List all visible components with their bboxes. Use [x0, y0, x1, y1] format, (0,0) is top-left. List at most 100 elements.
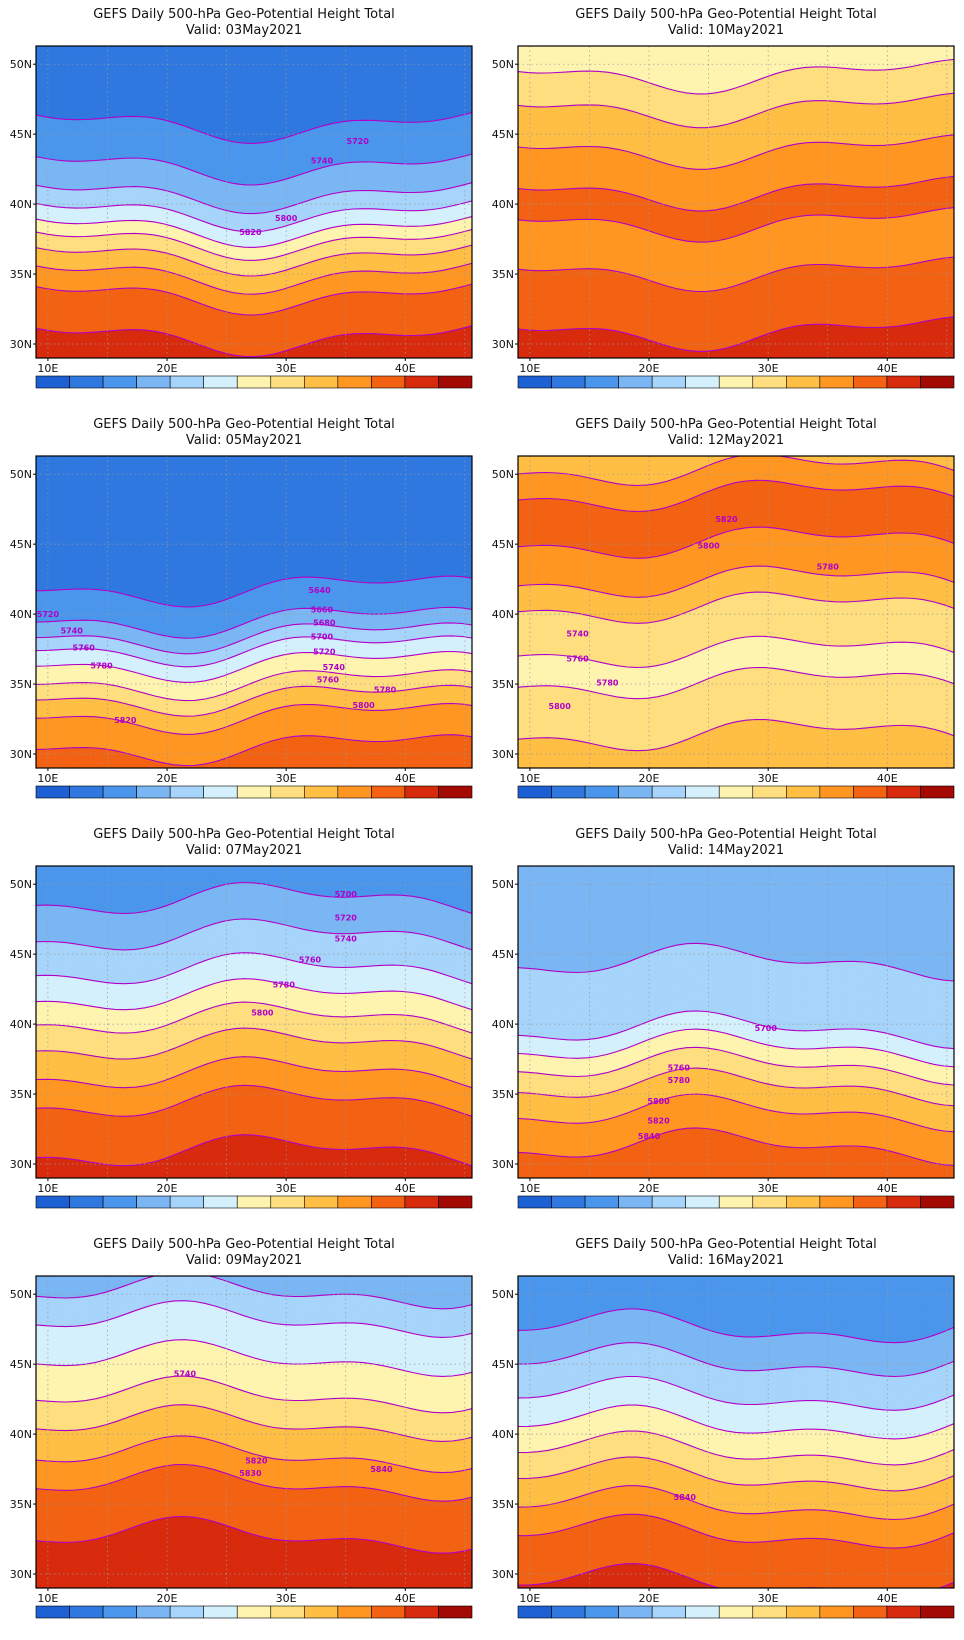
colorbar-swatch — [886, 785, 921, 799]
lat-tick-label: 45N — [10, 948, 32, 961]
height-band — [518, 1276, 954, 1299]
lat-tick-label: 50N — [10, 1288, 32, 1301]
contour-line — [36, 978, 472, 1011]
lat-tick-label: 45N — [10, 538, 32, 551]
contour-line — [518, 565, 954, 598]
contour-label: 5740 — [335, 935, 358, 944]
colorbar-swatch — [35, 1195, 70, 1209]
contour-label: 5820 — [647, 1116, 670, 1125]
contour-line — [36, 952, 472, 985]
panel-valid-date: Valid: 14May2021 — [668, 843, 784, 858]
colorbar-swatch — [517, 785, 552, 799]
colorbar-swatch — [69, 785, 104, 799]
colorbar-swatch — [819, 375, 854, 389]
panel-title: GEFS Daily 500-hPa Geo-Potential Height … — [575, 1237, 877, 1252]
height-band — [518, 1276, 954, 1307]
contour-line — [518, 1342, 954, 1378]
colorbar-swatch — [404, 785, 439, 799]
contour-label: 5700 — [755, 1024, 778, 1033]
contour-line — [518, 207, 954, 243]
lon-tick-label: 20E — [639, 1182, 660, 1195]
colorbar-swatch — [517, 1195, 552, 1209]
height-band — [36, 1276, 472, 1297]
contour-label: 5760 — [299, 956, 322, 965]
map-field: 5840 — [518, 1276, 954, 1588]
colorbar-swatch — [853, 1195, 888, 1209]
height-band — [36, 749, 472, 768]
contour-line — [36, 702, 472, 735]
contour-label: 5720 — [335, 914, 358, 923]
colorbar-swatch — [651, 1605, 686, 1619]
colorbar-swatch — [584, 785, 619, 799]
lat-tick-label: 45N — [492, 1358, 514, 1371]
contour-line — [36, 1300, 472, 1338]
lat-tick-label: 30N — [10, 1568, 32, 1581]
map-svg: GEFS Daily 500-hPa Geo-Potential Height … — [10, 417, 473, 799]
map-frame — [517, 45, 955, 359]
lat-tick-label: 45N — [492, 128, 514, 141]
map-svg: GEFS Daily 500-hPa Geo-Potential Height … — [10, 1237, 473, 1619]
contour-label: 5660 — [311, 606, 334, 615]
contour-line — [36, 283, 472, 316]
map-panel: GEFS Daily 500-hPa Geo-Potential Height … — [0, 1230, 482, 1640]
contour-line — [36, 1339, 472, 1377]
contour-line — [36, 1001, 472, 1034]
contour-label: 5800 — [549, 702, 572, 711]
contour-line — [518, 1430, 954, 1466]
lon-tick-label: 40E — [877, 1592, 898, 1605]
lon-tick-label: 40E — [877, 1182, 898, 1195]
contour-line — [36, 1463, 472, 1502]
colorbar-swatch — [886, 1195, 921, 1209]
map-panel: GEFS Daily 500-hPa Geo-Potential Height … — [0, 0, 482, 410]
contour-line — [518, 175, 954, 212]
panel-valid-date: Valid: 16May2021 — [668, 1253, 784, 1268]
height-band — [36, 752, 472, 768]
colorbar-swatch — [203, 375, 238, 389]
colorbar-swatch — [35, 1605, 70, 1619]
contour-line — [36, 1515, 472, 1554]
colorbar-swatch — [886, 1605, 921, 1619]
contour-line — [36, 153, 472, 186]
lat-tick-label: 35N — [492, 1498, 514, 1511]
lon-tick-label: 20E — [157, 772, 178, 785]
colorbar-swatch — [371, 375, 406, 389]
contour-label: 5740 — [174, 1370, 197, 1379]
colorbar-swatch — [35, 375, 70, 389]
lon-tick-label: 20E — [639, 1592, 660, 1605]
lon-tick-label: 20E — [157, 362, 178, 375]
colorbar-swatch — [438, 375, 473, 389]
contour-line — [36, 262, 472, 295]
contour-line — [36, 182, 472, 215]
colorbar-swatch — [236, 1195, 272, 1209]
map-plot-area: 5700 5760 5780 5800 5820 5840 50N 45N 40N 35N 30N 1… — [492, 865, 955, 1195]
lat-tick-label: 50N — [10, 878, 32, 891]
panel-title: GEFS Daily 500-hPa Geo-Potential Height … — [93, 827, 395, 842]
lon-tick-label: 10E — [519, 1182, 540, 1195]
lat-tick-label: 40N — [10, 1428, 32, 1441]
contour-line — [36, 200, 472, 233]
contour-label: 5780 — [596, 678, 619, 687]
map-field: 5720 5740 5800 5820 — [36, 46, 472, 358]
colorbar-swatch — [517, 1605, 552, 1619]
lon-tick-label: 40E — [877, 362, 898, 375]
contour-line — [518, 1375, 954, 1411]
contour-label: 5840 — [638, 1132, 661, 1141]
map-field: 5740 5820 5830 5840 — [36, 1276, 472, 1588]
map-svg: GEFS Daily 500-hPa Geo-Potential Height … — [10, 827, 473, 1209]
contour-line — [36, 1404, 472, 1442]
contour-label: 5820 — [114, 716, 137, 725]
colorbar-swatch — [371, 1605, 406, 1619]
panel-title: GEFS Daily 500-hPa Geo-Potential Height … — [93, 7, 395, 22]
colorbar-swatch — [551, 1195, 586, 1209]
colorbar-swatch — [618, 785, 653, 799]
contour-label: 5780 — [668, 1076, 691, 1085]
height-band — [518, 737, 954, 768]
height-band — [518, 334, 954, 358]
colorbar-swatch — [685, 1605, 720, 1619]
lat-tick-label: 45N — [492, 538, 514, 551]
colorbar-swatch — [304, 1605, 339, 1619]
colorbar-swatch — [69, 375, 104, 389]
map-panel: GEFS Daily 500-hPa Geo-Potential Height … — [482, 0, 964, 410]
lon-tick-label: 20E — [639, 362, 660, 375]
colorbar-swatch — [920, 1195, 955, 1209]
